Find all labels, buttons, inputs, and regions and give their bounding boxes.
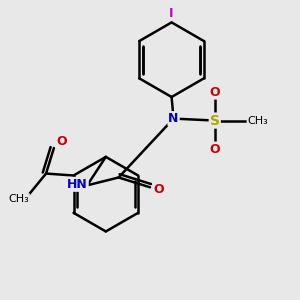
Text: S: S xyxy=(210,114,220,128)
Text: O: O xyxy=(209,85,220,99)
Text: CH₃: CH₃ xyxy=(8,194,29,204)
Text: HN: HN xyxy=(67,178,88,191)
Text: O: O xyxy=(209,142,220,155)
Text: CH₃: CH₃ xyxy=(248,116,268,126)
Text: N: N xyxy=(168,112,179,125)
Text: O: O xyxy=(56,135,67,148)
Text: I: I xyxy=(169,7,174,20)
Text: O: O xyxy=(154,183,164,196)
